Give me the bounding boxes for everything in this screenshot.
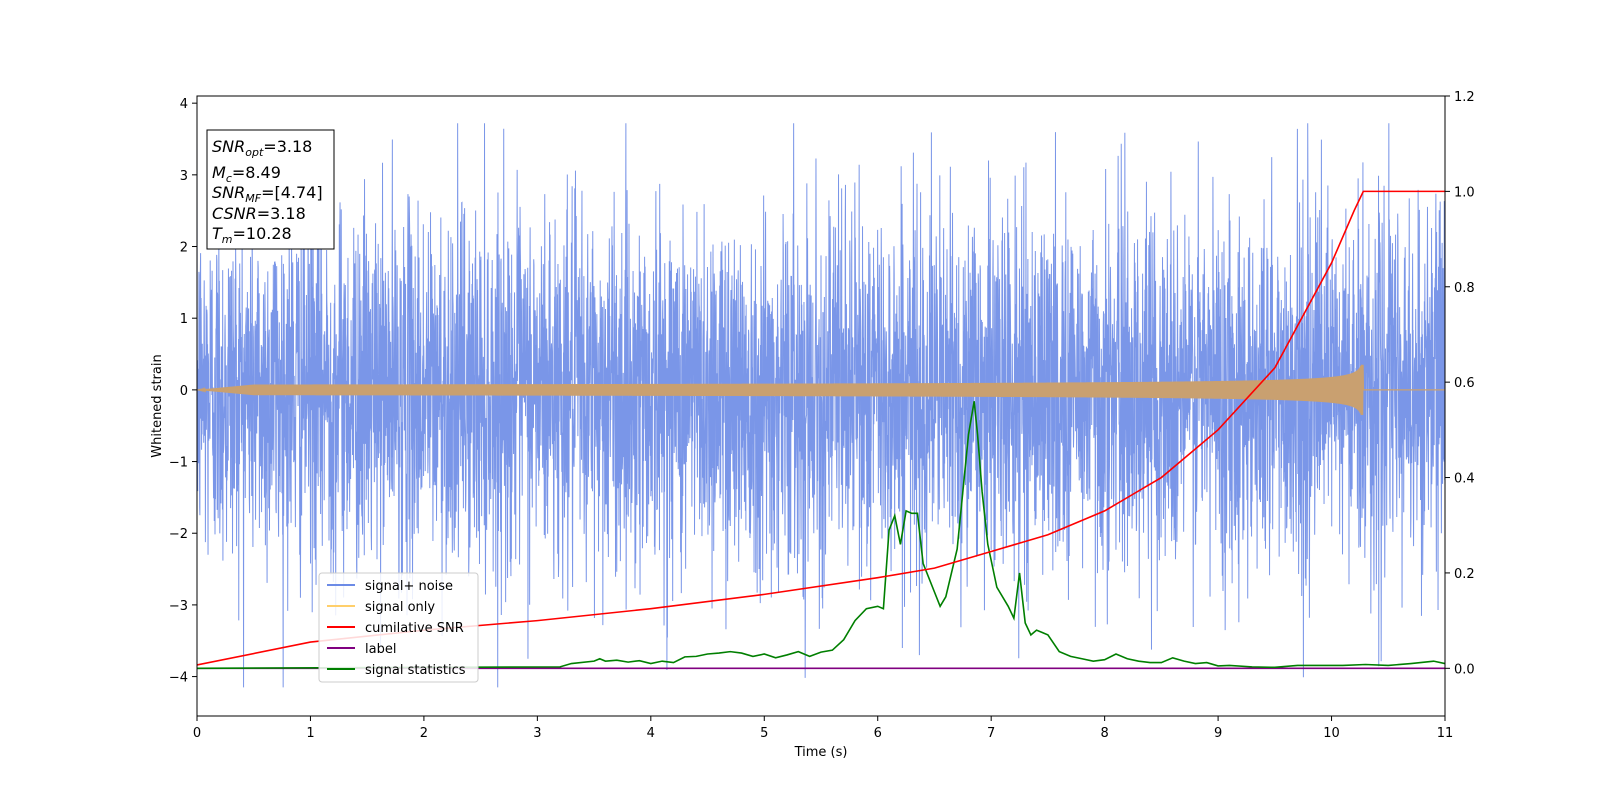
y-right-tick-label: 0.6 <box>1454 376 1475 391</box>
x-tick-label: 2 <box>420 726 428 741</box>
y-right-tick-label: 1.2 <box>1454 90 1475 105</box>
series-signal-statistics <box>197 401 1445 670</box>
y-left-tick-label: 2 <box>180 241 188 256</box>
info-box-frame <box>206 129 335 250</box>
y-right-tick-label: 0.2 <box>1454 567 1475 582</box>
series-signal-only <box>197 364 1445 415</box>
legend-label-signal-noise: signal+ noise <box>365 579 453 594</box>
info-snr-mf: SNRMF=[4.74] <box>212 183 323 205</box>
info-box: SNRopt=3.18 Mc=8.49 SNRMF=[4.74] CSNR=3.… <box>206 129 335 250</box>
x-tick-label: 7 <box>987 726 995 741</box>
y-left-tick-label: 1 <box>180 312 188 327</box>
x-tick-label: 1 <box>306 726 314 741</box>
x-tick-label: 9 <box>1214 726 1222 741</box>
y-left-tick-label: −4 <box>169 671 188 686</box>
x-axis-title: Time (s) <box>794 745 848 760</box>
legend-label-cumulative-snr: cumilative SNR <box>365 621 464 636</box>
x-tick-label: 8 <box>1100 726 1108 741</box>
y-right-tick-label: 0.0 <box>1454 662 1475 677</box>
legend: signal+ noise signal only cumilative SNR… <box>318 572 479 683</box>
y-right-tick-label: 1.0 <box>1454 185 1475 200</box>
y-left-tick-label: −3 <box>169 599 188 614</box>
legend-frame <box>318 572 479 683</box>
legend-label-signal-only: signal only <box>365 600 435 615</box>
legend-label-label: label <box>365 642 396 657</box>
series-cumulative-snr <box>197 190 1445 666</box>
info-mc: Mc=8.49 <box>212 163 281 185</box>
y-left-tick-label: −1 <box>169 456 188 471</box>
y-left-tick-label: 0 <box>180 384 188 399</box>
x-tick-label: 3 <box>533 726 541 741</box>
x-axis: 0 1 2 3 4 5 6 7 8 9 10 11 <box>193 716 1453 741</box>
x-tick-label: 6 <box>874 726 882 741</box>
y-right-tick-label: 0.4 <box>1454 472 1475 487</box>
y-axis-right: 0.0 0.2 0.4 0.6 0.8 1.0 1.2 <box>1445 90 1475 677</box>
y-axis-left: −4 −3 −2 −1 0 1 2 3 4 <box>169 97 197 686</box>
series-layer <box>197 123 1445 688</box>
y-left-tick-label: −2 <box>169 527 188 542</box>
x-tick-label: 4 <box>647 726 655 741</box>
y-axis-title: Whitened strain <box>150 354 165 457</box>
y-left-tick-label: 4 <box>180 97 188 112</box>
info-tm: Tm=10.28 <box>212 224 292 246</box>
x-tick-label: 11 <box>1437 726 1454 741</box>
x-tick-label: 5 <box>760 726 768 741</box>
legend-label-signal-statistics: signal statistics <box>365 663 466 678</box>
plot-frame <box>196 95 1446 717</box>
y-left-tick-label: 3 <box>180 169 188 184</box>
x-tick-label: 10 <box>1323 726 1340 741</box>
y-right-tick-label: 0.8 <box>1454 281 1475 296</box>
info-snr-opt: SNRopt=3.18 <box>212 137 312 159</box>
info-csnr: CSNR=3.18 <box>212 204 306 223</box>
series-signal-noise <box>197 123 1445 688</box>
x-tick-label: 0 <box>193 726 201 741</box>
